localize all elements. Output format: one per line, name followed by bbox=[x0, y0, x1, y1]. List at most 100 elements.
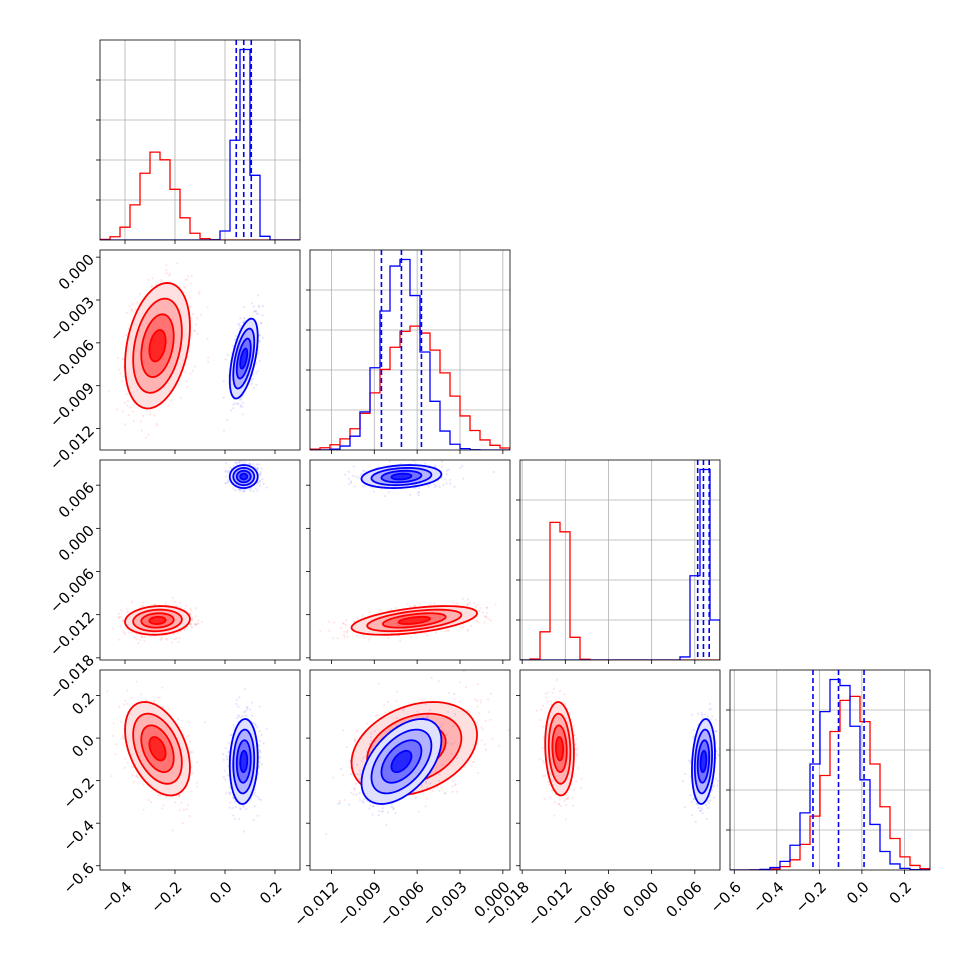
density-fill-0 bbox=[149, 616, 166, 625]
scatter-point bbox=[476, 620, 479, 624]
scatter-point bbox=[248, 463, 251, 466]
scatter-point bbox=[197, 292, 200, 295]
scatter-point bbox=[122, 618, 125, 621]
scatter-point bbox=[350, 481, 353, 485]
scatter-point bbox=[150, 285, 154, 288]
scatter-point bbox=[190, 274, 193, 277]
scatter-point bbox=[341, 622, 345, 625]
scatter-point bbox=[466, 629, 469, 632]
scatter-point bbox=[459, 466, 462, 470]
scatter-point bbox=[255, 309, 258, 313]
scatter-point bbox=[342, 633, 345, 636]
scatter-point bbox=[239, 316, 242, 320]
scatter-point bbox=[443, 478, 447, 481]
scatter-point bbox=[399, 639, 402, 642]
panel-1-1 bbox=[306, 249, 511, 454]
scatter-point bbox=[485, 606, 488, 609]
scatter-point bbox=[261, 304, 264, 308]
panel-frame bbox=[309, 249, 511, 451]
scatter-point bbox=[224, 482, 227, 485]
contour-1 bbox=[239, 347, 249, 370]
scatter-point bbox=[305, 628, 307, 630]
scatter-point bbox=[485, 606, 489, 609]
scatter-point bbox=[188, 612, 192, 615]
scatter-point bbox=[188, 815, 192, 818]
scatter-point bbox=[222, 380, 225, 383]
scatter-point bbox=[226, 418, 229, 422]
scatter-point bbox=[333, 621, 336, 624]
scatter-point bbox=[186, 803, 189, 806]
panel-frame bbox=[309, 459, 511, 661]
scatter-point bbox=[361, 634, 365, 637]
histogram-0 bbox=[310, 325, 510, 450]
scatter-point bbox=[417, 487, 421, 490]
scatter-point bbox=[258, 473, 261, 476]
scatter-point bbox=[265, 486, 268, 489]
scatter-point bbox=[447, 468, 451, 471]
histogram-1 bbox=[520, 468, 720, 660]
scatter-point bbox=[182, 808, 186, 812]
scatter-point bbox=[125, 607, 128, 610]
scatter-point bbox=[162, 804, 165, 807]
scatter-point bbox=[194, 623, 197, 626]
scatter-point bbox=[359, 473, 363, 476]
scatter-point bbox=[238, 489, 242, 493]
scatter-point bbox=[175, 637, 178, 640]
scatter-point bbox=[251, 373, 255, 376]
scatter-point bbox=[242, 305, 246, 309]
scatter-point bbox=[462, 477, 465, 480]
scatter-point bbox=[256, 369, 259, 373]
scatter-point bbox=[178, 795, 181, 798]
scatter-point bbox=[241, 401, 244, 404]
scatter-point bbox=[176, 632, 179, 635]
scatter-point bbox=[258, 484, 261, 487]
scatter-point bbox=[256, 294, 260, 297]
scatter-point bbox=[150, 285, 153, 289]
scatter-point bbox=[483, 621, 486, 624]
scatter-point bbox=[459, 626, 462, 629]
scatter-point bbox=[255, 362, 258, 365]
scatter-point bbox=[170, 641, 173, 644]
scatter-point bbox=[197, 619, 200, 622]
scatter-point bbox=[190, 790, 193, 793]
scatter-point bbox=[258, 334, 261, 337]
scatter-point bbox=[178, 794, 181, 797]
scatter-point bbox=[114, 752, 117, 755]
scatter-point bbox=[236, 402, 239, 405]
scatter-point bbox=[128, 631, 131, 634]
scatter-point bbox=[186, 735, 189, 738]
scatter-point bbox=[194, 615, 197, 618]
scatter-point bbox=[135, 775, 138, 778]
scatter-point bbox=[427, 485, 431, 488]
scatter-point bbox=[249, 487, 253, 490]
scatter-point bbox=[233, 402, 236, 405]
scatter-point bbox=[466, 598, 470, 601]
scatter-point bbox=[433, 464, 436, 467]
scatter-point bbox=[203, 721, 206, 724]
scatter-point bbox=[178, 601, 182, 604]
scatter-point bbox=[138, 293, 142, 296]
scatter-point bbox=[260, 467, 263, 470]
scatter-point bbox=[195, 761, 199, 764]
scatter-point bbox=[179, 606, 182, 609]
scatter-point bbox=[122, 737, 125, 741]
scatter-point bbox=[340, 626, 343, 630]
scatter-point bbox=[206, 306, 209, 309]
scatter-point bbox=[139, 420, 142, 423]
scatter-point bbox=[170, 399, 173, 402]
scatter-point bbox=[115, 408, 119, 411]
scatter-point bbox=[251, 462, 254, 466]
scatter-point bbox=[234, 461, 237, 464]
scatter-point bbox=[122, 620, 125, 623]
scatter-point bbox=[191, 619, 194, 622]
scatter-point bbox=[347, 470, 350, 473]
scatter-point bbox=[252, 386, 256, 390]
scatter-point bbox=[447, 629, 451, 632]
scatter-point bbox=[367, 638, 370, 641]
scatter-point bbox=[241, 405, 244, 408]
scatter-point bbox=[494, 603, 497, 606]
scatter-point bbox=[353, 485, 356, 488]
scatter-point bbox=[445, 482, 448, 485]
scatter-point bbox=[362, 469, 365, 472]
